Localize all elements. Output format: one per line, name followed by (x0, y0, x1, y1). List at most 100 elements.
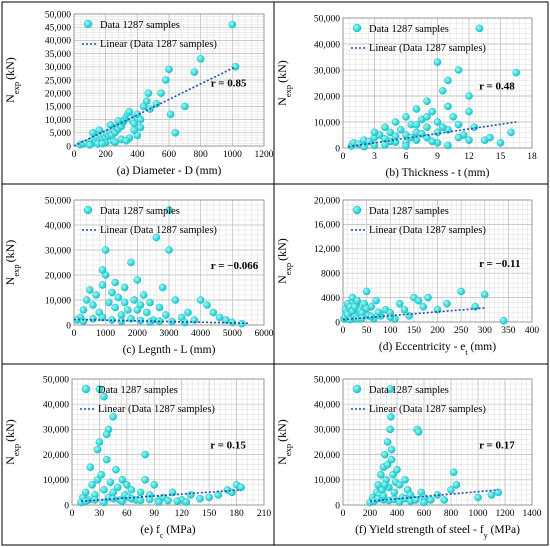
y-axis-label: Nexp(kN) (275, 60, 293, 106)
data-point (423, 123, 431, 131)
plot-area (342, 378, 533, 506)
data-point (494, 488, 503, 497)
data-point (106, 478, 115, 487)
data-point (443, 299, 451, 308)
data-point (120, 298, 129, 307)
y-tick-label: 0 (335, 144, 340, 154)
panel-border (1, 183, 275, 365)
data-point (184, 308, 192, 317)
y-tick-label: 40,000 (45, 37, 71, 47)
data-point (412, 105, 421, 113)
y-tick-label: 30,000 (314, 426, 340, 436)
data-point (146, 298, 154, 307)
data-point (190, 68, 199, 76)
y-tick-label: 10,000 (45, 116, 71, 126)
data-point (141, 450, 149, 459)
data-point (444, 76, 452, 85)
y-tick-label: 30,000 (45, 63, 71, 73)
data-point (141, 475, 149, 484)
data-point (402, 142, 410, 150)
data-point (387, 445, 396, 454)
data-point (136, 496, 145, 505)
legend: Data 1287 samples Linear (Data 1287 sampl… (351, 205, 486, 236)
x-tick-label: 1000 (223, 150, 242, 160)
data-point (95, 438, 104, 446)
data-point (444, 141, 452, 150)
scatter-points (347, 24, 521, 151)
data-point (214, 491, 223, 499)
correlation-annotation: r = 0.15 (210, 439, 246, 451)
plot-area (73, 199, 265, 326)
data-point (133, 276, 142, 284)
y-tick-label: 50,000 (43, 375, 69, 385)
data-point (362, 304, 371, 313)
data-point (465, 92, 473, 100)
legend-label-linear: Linear (Data 1287 samples) (100, 225, 217, 236)
x-tick-label: 1400 (523, 509, 542, 519)
data-point (98, 313, 107, 322)
data-point (136, 316, 145, 325)
correlation-annotation: r = 0.48 (479, 81, 515, 93)
data-point (118, 475, 127, 484)
data-point (112, 465, 120, 474)
plot-area (342, 199, 533, 323)
x-tick-label: 120 (175, 509, 190, 519)
data-point (396, 126, 405, 134)
legend-label-data: Data 1287 samples (369, 24, 449, 35)
plot-area (71, 378, 265, 506)
x-tick-label: 1000 (469, 509, 488, 519)
x-tick-label: 3000 (160, 329, 179, 339)
y-axis-label: Nexp(kN) (3, 419, 21, 465)
correlation-annotation: r = −0.066 (211, 260, 259, 272)
data-point (376, 470, 385, 479)
legend-label-data: Data 1287 samples (100, 20, 180, 31)
y-tick-label: 0 (66, 142, 71, 152)
data-point (86, 286, 94, 294)
data-point (228, 20, 237, 29)
trend-line (81, 489, 242, 503)
data-point (449, 113, 458, 121)
y-tick-label: 30,000 (45, 246, 71, 256)
data-point (111, 278, 119, 287)
data-point (102, 430, 111, 439)
chart-panel-2: 0 3 6 9 12 15 18 0 10,000 20,000 30,000 40,000 50,00… (273, 1, 549, 185)
plot-area (342, 17, 533, 149)
legend-marker-data (81, 384, 91, 394)
x-tick-label: 250 (454, 326, 469, 336)
data-point (423, 113, 431, 121)
data-point (190, 316, 199, 324)
data-point (386, 313, 395, 321)
data-point (414, 296, 423, 305)
legend-marker-data (83, 19, 93, 29)
y-tick-label: 35,000 (45, 50, 71, 60)
data-point (136, 123, 145, 132)
grid (343, 379, 532, 505)
legend-label-data: Data 1287 samples (100, 206, 180, 217)
chart-panel-6: 0 200 400 600 800 1000 1200 1400 0 10,000 20,000 30… (273, 363, 549, 546)
data-point (465, 136, 473, 144)
data-point (108, 288, 116, 297)
x-tick-label: 180 (229, 509, 244, 519)
y-axis-label: Nexp(kN) (3, 57, 21, 103)
data-point (95, 385, 104, 393)
data-point (433, 58, 442, 67)
data-point (452, 481, 461, 489)
data-point (171, 296, 180, 304)
x-tick-label: 800 (194, 150, 209, 160)
x-tick-label: 400 (390, 509, 405, 519)
data-point (105, 298, 113, 307)
x-tick-label: 60 (122, 509, 132, 519)
data-point (155, 498, 163, 506)
y-tick-label: 0 (64, 501, 69, 511)
y-tick-label: 20,000 (314, 196, 340, 206)
data-point (120, 283, 129, 292)
data-point (203, 301, 211, 309)
x-tick-label: 0 (341, 326, 346, 336)
data-point (507, 128, 515, 137)
data-point (82, 296, 91, 304)
data-point (158, 283, 167, 292)
data-point (386, 128, 395, 137)
data-point (428, 137, 437, 146)
data-point (387, 412, 395, 421)
